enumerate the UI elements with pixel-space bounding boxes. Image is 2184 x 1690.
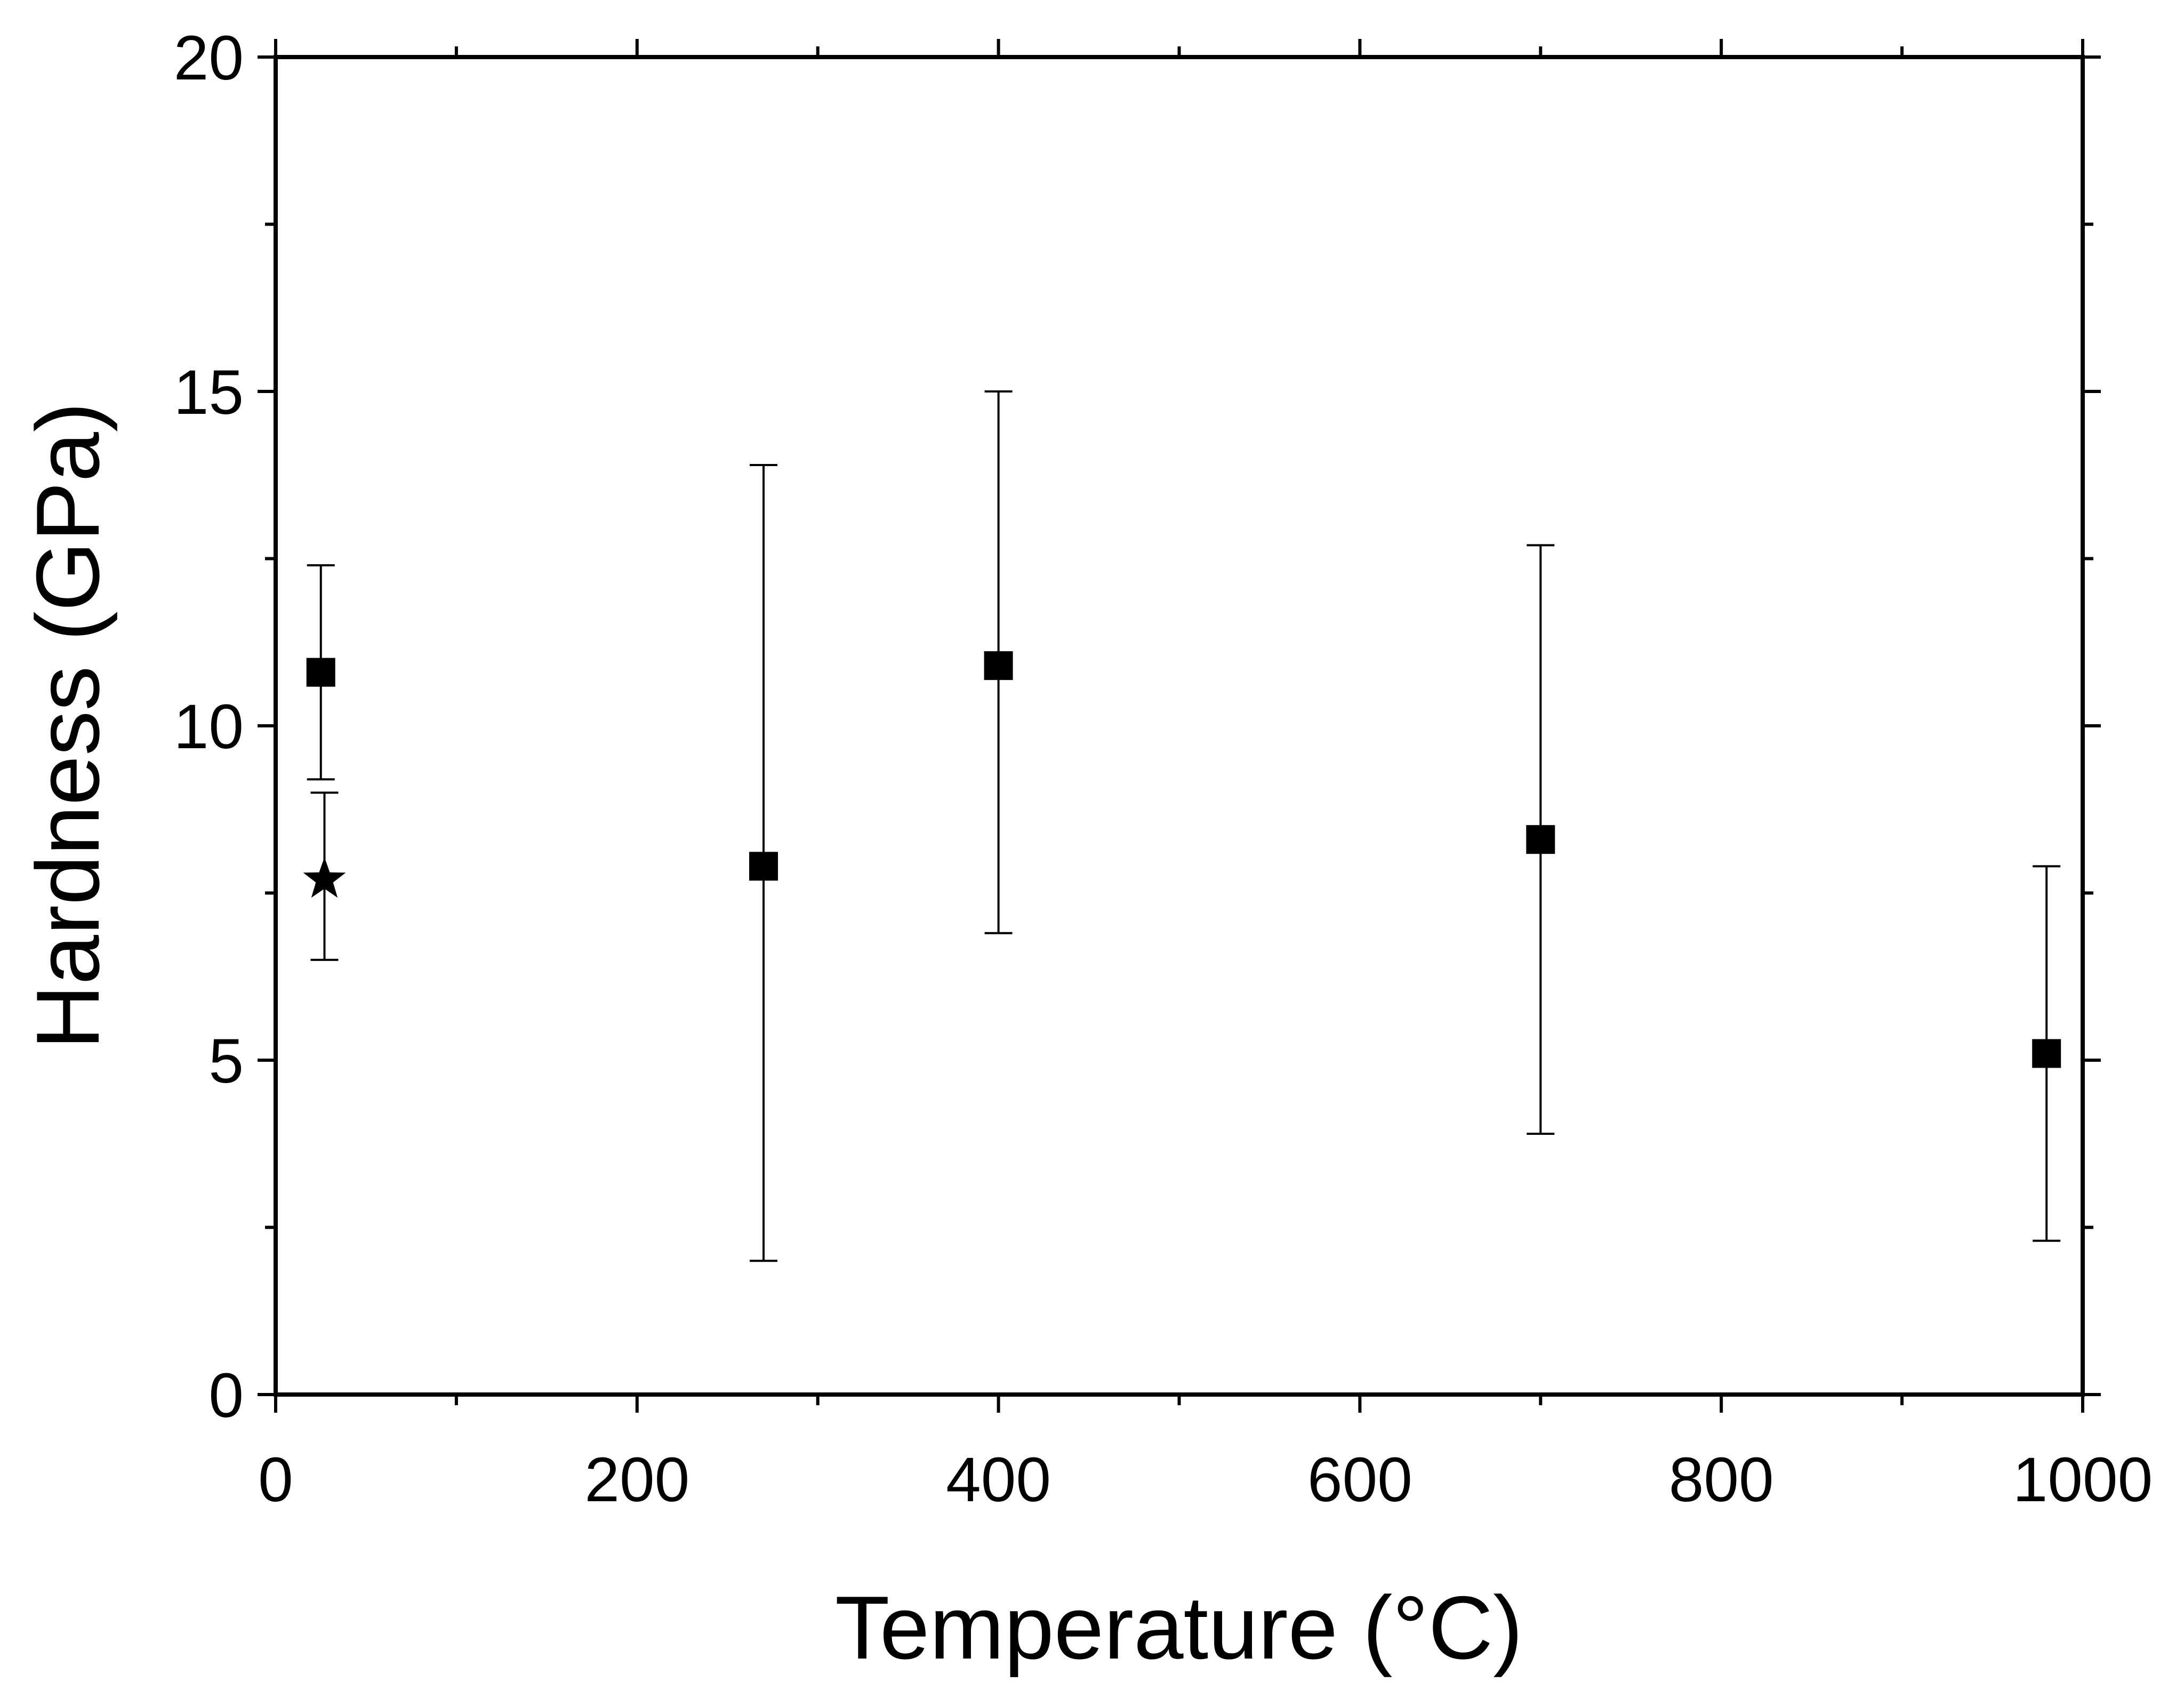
- y-tick-label: 15: [174, 357, 244, 428]
- data-point-star: [303, 857, 346, 898]
- y-tick-label: 0: [208, 1360, 244, 1431]
- x-tick-label: 400: [946, 1445, 1051, 1515]
- y-tick-label: 20: [174, 23, 244, 93]
- error-bars: [307, 390, 2061, 1262]
- axis-ticks: [258, 39, 2101, 1413]
- y-tick-label: 5: [208, 1026, 244, 1096]
- x-tick-label: 1000: [2013, 1445, 2153, 1515]
- data-markers: [303, 651, 2061, 1068]
- data-point-square: [2032, 1039, 2061, 1068]
- plot-frame: [274, 55, 2085, 1397]
- data-point-square: [1526, 825, 1555, 854]
- x-tick-label: 800: [1669, 1445, 1774, 1515]
- x-tick-label: 200: [584, 1445, 689, 1515]
- data-point-square: [984, 651, 1013, 680]
- y-tick-label: 10: [174, 692, 244, 762]
- axis-tick-labels: 0 200 400 600 800 1000 0 5 10 15 20: [174, 23, 2153, 1515]
- x-axis-title: Temperature (°C): [835, 1577, 1523, 1678]
- x-tick-label: 600: [1307, 1445, 1412, 1515]
- data-point-square: [306, 658, 335, 687]
- data-point-square: [749, 852, 778, 881]
- x-tick-label: 0: [258, 1445, 293, 1515]
- y-axis-title: Hardness (GPa): [18, 402, 118, 1050]
